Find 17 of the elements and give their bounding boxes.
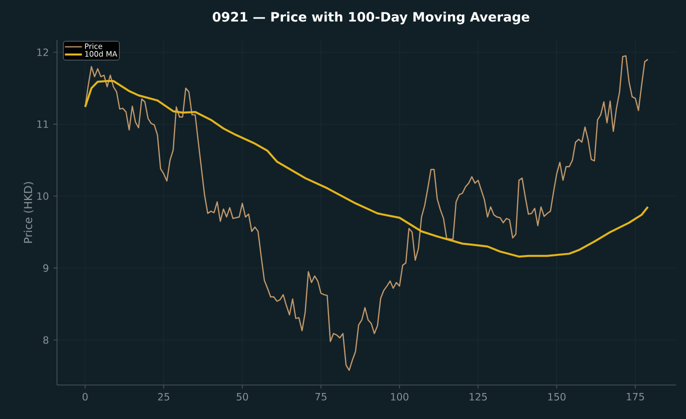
y-tick-label: 8 — [43, 336, 48, 344]
line-series — [84, 80, 649, 258]
y-tick-label: 9 — [43, 264, 48, 272]
x-tick-label: 150 — [548, 393, 566, 401]
x-tick-label: 25 — [158, 393, 170, 401]
chart-title: 0921 — Price with 100-Day Moving Average — [212, 12, 530, 24]
x-tick-label: 100 — [391, 393, 408, 401]
y-axis-title: Price (HKD) — [24, 182, 34, 243]
line-series — [84, 55, 648, 371]
x-tick-label: 75 — [315, 393, 326, 400]
x-tick-label: 175 — [626, 393, 644, 400]
x-tick-label: 50 — [236, 393, 248, 401]
y-tick-label: 10 — [37, 192, 48, 200]
y-tick-label: 11 — [37, 120, 48, 128]
x-tick-label: 0 — [82, 393, 88, 401]
x-tick-label: 125 — [470, 393, 487, 401]
y-tick-label: 12 — [37, 48, 48, 56]
